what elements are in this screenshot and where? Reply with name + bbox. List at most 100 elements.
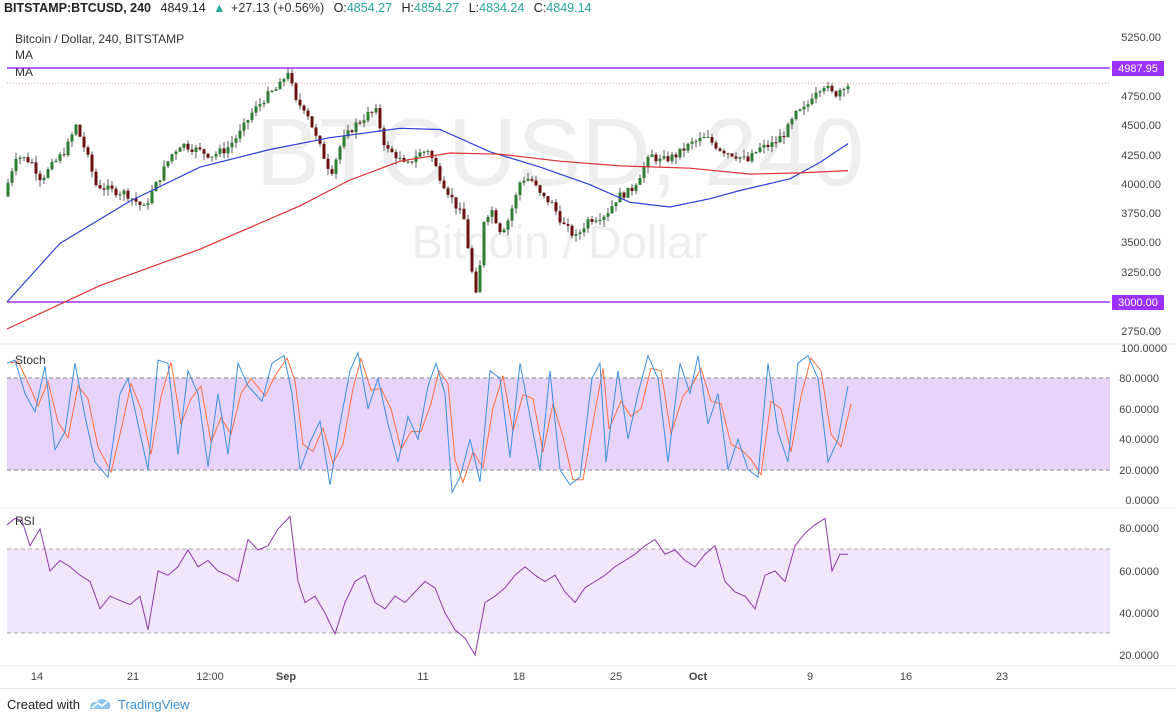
candle-up: [486, 216, 490, 222]
candle-up: [678, 148, 682, 158]
candle-down: [714, 142, 718, 149]
candle-up: [10, 171, 14, 183]
candle-up: [166, 161, 170, 167]
candle-up: [582, 228, 586, 233]
candle-up: [694, 141, 698, 143]
tradingview-logo-icon[interactable]: [88, 697, 112, 711]
candle-up: [398, 157, 402, 159]
candle-down: [322, 143, 326, 159]
rsi-tick: 20.0000: [1119, 650, 1159, 662]
candle-up: [146, 203, 150, 205]
candle-up: [270, 90, 274, 92]
candle-down: [94, 171, 98, 186]
stoch-d-line: [9, 356, 852, 484]
candle-up: [702, 136, 706, 139]
candle-up: [362, 120, 366, 123]
candle-up: [598, 220, 602, 222]
candle-up: [478, 265, 482, 293]
resistance-label: 4987.95: [1118, 63, 1158, 75]
candle-down: [834, 91, 838, 97]
tradingview-link[interactable]: TradingView: [118, 697, 190, 712]
up-arrow-icon: ▲: [213, 1, 225, 15]
candle-down: [430, 151, 434, 158]
time-tick: 21: [127, 671, 139, 683]
candle-up: [578, 232, 582, 235]
candle-up: [22, 157, 26, 159]
candle-down: [570, 225, 574, 236]
candle-up: [58, 154, 62, 161]
candle-down: [350, 130, 354, 133]
candle-down: [290, 73, 294, 84]
candle-up: [70, 134, 74, 142]
ma-legend-2: MA: [15, 65, 33, 79]
candle-up: [406, 161, 410, 163]
candle-down: [590, 219, 594, 222]
candle-down: [186, 143, 190, 150]
price-tick: 4500.00: [1121, 120, 1161, 132]
candle-up: [510, 208, 514, 221]
time-tick: 11: [417, 671, 428, 683]
candle-down: [730, 153, 734, 157]
price-change: +27.13 (+0.56%): [231, 1, 324, 15]
svg-text:BITSTAMP:BTCUSD, 240 4849.: BITSTAMP:BTCUSD, 240 4849.14 ▲ +27.13 (+…: [4, 1, 592, 15]
candle-up: [50, 161, 54, 170]
candle-up: [638, 178, 642, 185]
candle-up: [754, 151, 758, 154]
candle-down: [446, 188, 450, 195]
candle-up: [706, 136, 710, 138]
candle-down: [746, 156, 750, 162]
chart-legend-title: Bitcoin / Dollar, 240, BITSTAMP: [15, 32, 184, 46]
candle-up: [278, 81, 282, 90]
candle-up: [130, 198, 134, 200]
candle-down: [774, 142, 778, 144]
candle-up: [846, 86, 850, 90]
time-tick: 12:00: [196, 671, 224, 683]
candle-up: [414, 156, 418, 163]
candle-down: [326, 158, 330, 169]
candle-down: [114, 188, 118, 196]
ma-legend-1: MA: [15, 48, 33, 62]
candle-up: [338, 146, 342, 160]
rsi-line: [6, 515, 848, 657]
candle-down: [202, 149, 206, 154]
candle-down: [86, 147, 90, 155]
candle-down: [546, 196, 550, 203]
candle-down: [302, 105, 306, 111]
candle-up: [342, 136, 346, 147]
candle-down: [378, 108, 382, 129]
stoch-tick: 0.0000: [1125, 495, 1159, 507]
candle-up: [178, 147, 182, 152]
candle-up: [586, 219, 590, 229]
candle-up: [842, 89, 846, 91]
candle-down: [294, 83, 298, 100]
candle-up: [506, 220, 510, 230]
candle-down: [454, 197, 458, 209]
candle-up: [742, 156, 746, 158]
time-tick: 9: [807, 671, 813, 683]
time-tick: Oct: [689, 671, 708, 683]
candle-down: [382, 128, 386, 146]
candle-down: [410, 161, 414, 163]
candle-up: [346, 130, 350, 137]
candle-up: [54, 160, 58, 162]
price-tick: 3500.00: [1121, 237, 1161, 249]
candle-up: [422, 151, 426, 153]
price-tick: 3750.00: [1121, 208, 1161, 220]
candle-up: [658, 158, 662, 162]
candle-up: [814, 92, 818, 99]
candle-up: [118, 194, 122, 196]
last-price: 4849.14: [161, 1, 206, 15]
candle-up: [254, 106, 258, 113]
candle-up: [826, 85, 830, 89]
candle-down: [78, 124, 82, 137]
candle-down: [630, 187, 634, 192]
ma-slow-line: [6, 152, 849, 330]
candle-up: [334, 159, 338, 174]
candle-up: [214, 153, 218, 157]
candle-down: [306, 110, 310, 117]
candle-down: [710, 136, 714, 143]
candle-down: [134, 198, 138, 202]
time-tick: 16: [900, 671, 912, 683]
candle-up: [786, 124, 790, 138]
candle-up: [226, 147, 230, 154]
